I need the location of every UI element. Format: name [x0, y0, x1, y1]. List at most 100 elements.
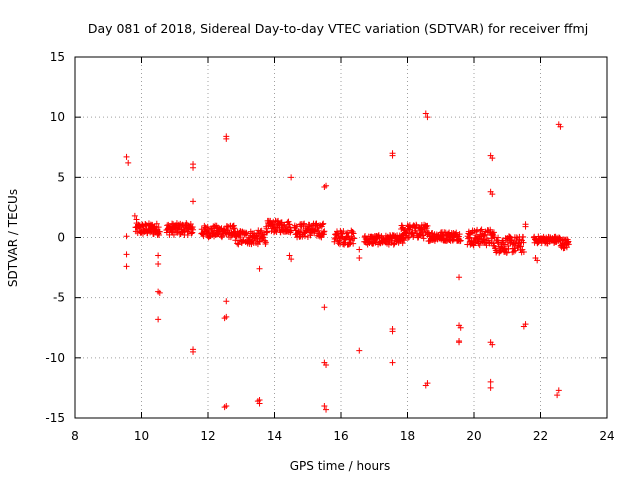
data-point-band [520, 248, 527, 255]
data-point [456, 339, 463, 346]
data-point-band [321, 228, 328, 235]
data-point-band [340, 228, 347, 235]
data-point-band [188, 230, 195, 237]
data-point-band [457, 237, 464, 244]
data-point [288, 256, 295, 263]
data-point-band [190, 226, 197, 233]
x-tick-label: 22 [533, 429, 548, 443]
data-point [457, 324, 464, 331]
x-tick-label: 24 [599, 429, 614, 443]
data-point [155, 316, 162, 323]
data-point [422, 110, 429, 117]
data-point [389, 328, 396, 335]
data-point [221, 315, 228, 322]
data-point [522, 223, 529, 230]
data-point-band [490, 229, 497, 236]
x-tick-label: 16 [333, 429, 348, 443]
data-point [190, 164, 197, 171]
y-tick-label: 0 [57, 231, 65, 245]
x-tick-label: 8 [71, 429, 79, 443]
data-point-band [508, 236, 515, 243]
plot-area [123, 110, 572, 413]
data-point [489, 155, 496, 162]
data-point [487, 384, 494, 391]
data-point-band [390, 241, 397, 248]
y-tick-label: 10 [50, 110, 65, 124]
data-point-band [349, 229, 356, 236]
y-axis-label: SDTVAR / TECUs [6, 189, 20, 287]
data-point [489, 341, 496, 348]
data-point-band [404, 234, 411, 241]
data-point [288, 174, 295, 181]
data-point-band [256, 238, 263, 245]
y-axis-ticks: -15 -10 -5 0 5 10 15 [45, 50, 607, 425]
y-tick-label: -5 [53, 291, 65, 305]
data-point-band [399, 240, 406, 247]
data-point-band [237, 234, 244, 241]
data-point [422, 382, 429, 389]
data-point [123, 153, 130, 160]
data-point-band [504, 249, 511, 256]
chart-title: Day 081 of 2018, Sidereal Day-to-day VTE… [88, 21, 588, 36]
data-point-band [351, 235, 358, 242]
data-point [356, 254, 363, 261]
data-point [123, 233, 130, 240]
data-point [557, 123, 564, 130]
data-point-band [565, 241, 572, 248]
y-tick-label: 15 [50, 50, 65, 64]
data-point-band [189, 229, 196, 236]
data-point-band [344, 229, 351, 236]
data-point [456, 274, 463, 281]
data-point-band [424, 222, 431, 229]
data-point [321, 402, 328, 409]
data-point [321, 304, 328, 311]
data-point-band [320, 220, 327, 227]
data-point-band [420, 235, 427, 242]
data-point [254, 398, 261, 405]
data-point [555, 387, 562, 394]
x-tick-label: 12 [200, 429, 215, 443]
data-point [356, 246, 363, 253]
data-point-band [467, 230, 474, 237]
data-point [156, 289, 163, 296]
data-point [554, 392, 561, 399]
data-point-band [350, 240, 357, 247]
data-point-band [156, 228, 163, 235]
data-point [424, 114, 431, 121]
data-point-band [456, 231, 463, 238]
data-point [487, 378, 494, 385]
x-tick-label: 18 [400, 429, 415, 443]
data-point-band [272, 227, 279, 234]
data-point-band [142, 221, 149, 228]
data-point [489, 191, 496, 198]
data-point [155, 252, 162, 259]
data-point-band [318, 234, 325, 241]
data-point-band [476, 242, 483, 249]
data-point-band [362, 232, 369, 239]
data-point-band [243, 230, 250, 237]
x-axis-label: GPS time / hours [290, 459, 391, 473]
data-point-band [495, 234, 502, 241]
x-tick-label: 14 [267, 429, 282, 443]
data-point [256, 265, 263, 272]
data-point-band [465, 235, 472, 242]
data-point [534, 257, 541, 264]
data-point [520, 323, 527, 330]
data-point [155, 260, 162, 267]
data-point [321, 183, 328, 190]
data-point-band [319, 221, 326, 228]
data-point [323, 362, 330, 369]
data-point [131, 212, 138, 219]
data-point-band [170, 231, 177, 238]
data-point-band [204, 223, 211, 230]
y-tick-label: -15 [45, 411, 65, 425]
data-point [223, 135, 230, 142]
data-point-band [155, 224, 162, 231]
data-point-band [478, 226, 485, 233]
data-point-band [306, 221, 313, 228]
data-point-band [285, 218, 292, 225]
data-point [190, 348, 197, 355]
data-point-band [301, 220, 308, 227]
data-point [123, 263, 130, 270]
